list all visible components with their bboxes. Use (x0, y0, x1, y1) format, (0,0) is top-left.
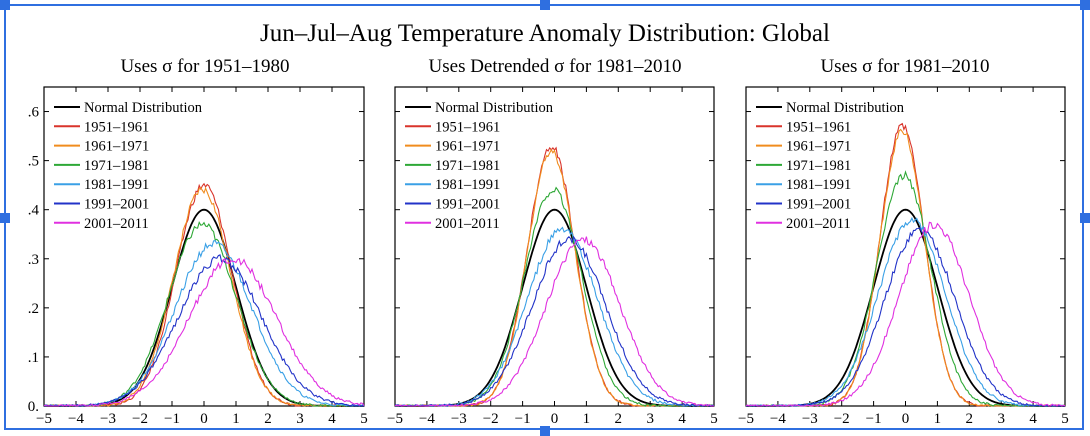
x-tick-label: 2 (264, 411, 272, 427)
x-tick-label: 0 (551, 411, 559, 427)
legend-label: Normal Distribution (84, 100, 203, 116)
x-tick-label: −3 (100, 411, 116, 427)
x-tick-label: 1 (583, 411, 591, 427)
legend-label: 1981–1991 (786, 177, 851, 193)
series-line-7 (394, 236, 714, 407)
legend-label: 1951–1961 (84, 119, 149, 135)
legend-label: 1991–2001 (435, 197, 500, 213)
y-tick-label: 0. (28, 399, 39, 415)
x-tick-label: 3 (646, 411, 654, 427)
x-tick-label: 2 (966, 411, 974, 427)
x-tick-label: 3 (997, 411, 1005, 427)
legend-label: 1991–2001 (84, 197, 149, 213)
legend-label: 1961–1971 (786, 139, 851, 155)
resize-handle-middle-left[interactable] (0, 213, 10, 223)
legend-label: 1951–1961 (786, 119, 851, 135)
resize-handle-top-right[interactable] (1080, 0, 1090, 10)
x-tick-label: −5 (387, 411, 403, 427)
resize-handle-bottom-center[interactable] (540, 426, 550, 436)
panel-2-subtitle: Uses Detrended σ for 1981–2010 (428, 56, 682, 77)
series-line-1 (746, 208, 1065, 407)
x-tick-label: −3 (802, 411, 818, 427)
series-line-1 (44, 208, 364, 407)
y-tick-label: .6 (28, 105, 40, 121)
y-tick-label: .5 (28, 154, 39, 170)
legend-label: 1981–1991 (435, 177, 500, 193)
legend-label: 2001–2011 (786, 216, 851, 232)
panel-3-subtitle: Uses σ for 1981–2010 (820, 56, 990, 77)
y-tick-label: .2 (28, 301, 39, 317)
legend-label: 1951–1961 (435, 119, 500, 135)
x-tick-label: −2 (483, 411, 499, 427)
legend-label: 1961–1971 (84, 139, 149, 155)
x-tick-label: 3 (296, 411, 304, 427)
resize-handle-top-center[interactable] (540, 0, 550, 10)
legend-label: 2001–2011 (84, 216, 149, 232)
x-tick-label: −1 (164, 411, 180, 427)
chart-title: Jun–Jul–Aug Temperature Anomaly Distribu… (260, 20, 830, 47)
x-tick-label: −5 (738, 411, 754, 427)
y-tick-label: .3 (28, 252, 39, 268)
legend-label: Normal Distribution (786, 100, 905, 116)
series-line-7 (43, 257, 365, 407)
x-tick-label: 0 (902, 411, 910, 427)
x-tick-label: −2 (834, 411, 850, 427)
legend-label: 1971–1981 (435, 158, 500, 174)
series-line-7 (745, 221, 1066, 407)
series-line-6 (745, 227, 1066, 407)
series-line-5 (746, 216, 1066, 407)
y-tick-label: .4 (28, 203, 40, 219)
legend-label: 1961–1971 (435, 139, 500, 155)
x-tick-label: −4 (770, 411, 786, 427)
x-tick-label: 1 (934, 411, 942, 427)
series-line-6 (43, 254, 365, 407)
panel-1-subtitle: Uses σ for 1951–1980 (120, 56, 290, 77)
legend-label: 1991–2001 (786, 197, 851, 213)
legend-label: Normal Distribution (435, 100, 554, 116)
x-tick-label: −2 (132, 411, 148, 427)
x-tick-label: −4 (419, 411, 435, 427)
x-tick-label: −4 (68, 411, 84, 427)
x-tick-label: 1 (232, 411, 240, 427)
x-tick-label: 5 (360, 411, 368, 427)
legend-label: 1971–1981 (84, 158, 149, 174)
x-tick-label: −1 (866, 411, 882, 427)
x-tick-label: 4 (678, 411, 686, 427)
legend-label: 2001–2011 (435, 216, 500, 232)
x-tick-label: −1 (515, 411, 531, 427)
x-tick-label: 5 (1061, 411, 1069, 427)
legend-label: 1981–1991 (84, 177, 149, 193)
legend-label: 1971–1981 (786, 158, 851, 174)
resize-handle-top-left[interactable] (0, 0, 10, 10)
x-tick-label: 5 (710, 411, 718, 427)
series-line-1 (395, 208, 714, 407)
series-line-5 (43, 240, 365, 407)
resize-handle-middle-right[interactable] (1080, 213, 1090, 223)
x-tick-label: 4 (328, 411, 336, 427)
series-line-6 (395, 235, 715, 407)
series-line-5 (395, 226, 714, 407)
x-tick-label: −5 (36, 411, 52, 427)
x-tick-label: 2 (615, 411, 623, 427)
x-tick-label: 4 (1029, 411, 1037, 427)
x-tick-label: 0 (200, 411, 208, 427)
x-tick-label: −3 (451, 411, 467, 427)
y-tick-label: .1 (28, 350, 39, 366)
